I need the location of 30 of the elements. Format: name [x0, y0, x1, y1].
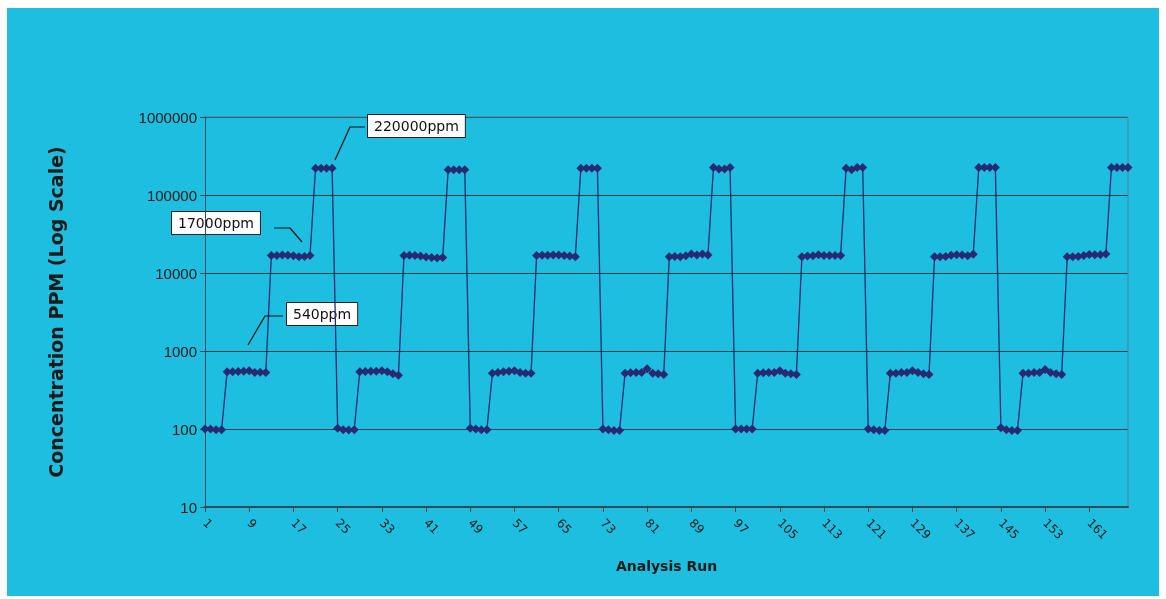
x-tick-label: 145: [995, 516, 1023, 543]
y-tick-label: 100000: [146, 186, 197, 204]
x-tick-label: 137: [951, 516, 978, 543]
y-axis-title: Concentration PPM (Log Scale): [44, 146, 67, 478]
x-tick-label: 105: [774, 516, 801, 543]
y-tick-label: 1000000: [138, 108, 197, 126]
x-tick-label: 33: [376, 516, 398, 537]
x-tick-label: 97: [730, 516, 752, 537]
x-tick-label: 161: [1084, 516, 1111, 543]
x-tick-label: 57: [509, 516, 531, 537]
x-tick-label: 1: [200, 516, 216, 532]
x-tick-label: 153: [1040, 516, 1067, 543]
x-tick-label: 89: [686, 516, 708, 537]
x-axis-title: Analysis Run: [615, 558, 718, 574]
annotation: 220000ppm: [374, 118, 459, 134]
x-tick-label: 73: [597, 516, 619, 537]
x-tick-label: 41: [421, 516, 442, 537]
x-tick-label: 25: [332, 516, 354, 537]
y-tick-label: 10000: [155, 264, 197, 282]
x-tick-label: 121: [863, 516, 890, 543]
x-tick-label: 65: [553, 516, 575, 537]
x-tick-label: 49: [465, 516, 487, 537]
x-tick-label: 17: [288, 516, 310, 537]
y-tick-label: 10: [180, 498, 197, 516]
x-tick-label: 9: [244, 516, 260, 532]
y-tick-label: 1000: [163, 342, 197, 360]
y-tick-label: 100: [171, 420, 197, 438]
x-tick-label: 81: [642, 516, 663, 537]
x-tick-label: 129: [907, 516, 934, 543]
x-tick-label: 113: [819, 516, 846, 543]
